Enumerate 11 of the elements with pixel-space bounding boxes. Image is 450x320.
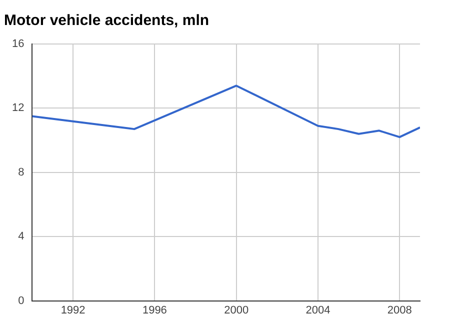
chart-title: Motor vehicle accidents, mln [4, 12, 210, 30]
x-tick-label: 1992 [60, 304, 86, 316]
x-tick-label: 2008 [387, 304, 412, 316]
y-tick-label: 0 [18, 294, 24, 307]
x-tick-label: 1996 [142, 304, 167, 316]
y-tick-label: 12 [12, 102, 24, 114]
y-tick-label: 4 [18, 230, 24, 243]
x-tick-label: 2004 [306, 304, 330, 316]
x-tick-label: 2000 [224, 304, 249, 316]
y-tick-label: 8 [18, 166, 24, 178]
y-tick-label: 16 [12, 38, 24, 50]
